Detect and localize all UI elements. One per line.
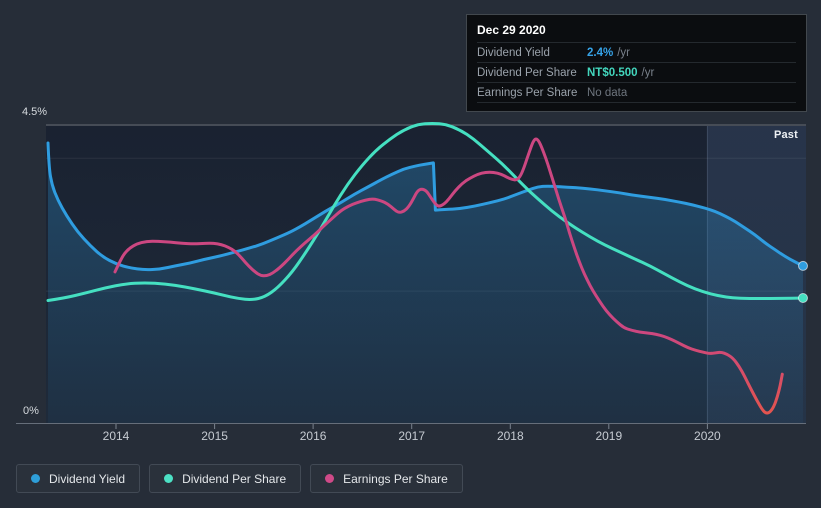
chart-legend: Dividend Yield Dividend Per Share Earnin… bbox=[16, 464, 463, 493]
dividend-yield-line bbox=[46, 141, 805, 272]
earnings-per-share-dot-icon bbox=[325, 474, 335, 483]
series-end-dots bbox=[798, 260, 808, 303]
chart-tooltip: Dec 29 2020 Dividend Yield 2.4% /yr Divi… bbox=[466, 14, 807, 112]
tooltip-value-dividend-per-share: NT$0.500 bbox=[587, 66, 638, 79]
y-axis-max-label: 4.5% bbox=[22, 106, 48, 118]
tooltip-value-earnings-per-share: No data bbox=[587, 86, 628, 99]
legend-label: Earnings Per Share bbox=[343, 471, 448, 486]
tooltip-value-suffix: /yr bbox=[641, 66, 655, 79]
legend-chip-earnings-per-share[interactable]: Earnings Per Share bbox=[310, 464, 463, 493]
series-lines bbox=[46, 121, 805, 415]
legend-chip-dividend-yield[interactable]: Dividend Yield bbox=[16, 464, 141, 493]
tooltip-row-dividend-per-share: Dividend Per Share NT$0.500 /yr bbox=[477, 62, 796, 82]
dividend-yield-dot-icon bbox=[31, 474, 40, 483]
tooltip-value-suffix: /yr bbox=[617, 46, 630, 59]
tooltip-row-earnings-per-share: Earnings Per Share No data bbox=[477, 82, 796, 103]
x-axis-label-2020: 2020 bbox=[694, 429, 721, 443]
dividend-per-share-end-dot[interactable] bbox=[798, 293, 808, 303]
x-axis-label-2018: 2018 bbox=[496, 429, 524, 443]
tooltip-label: Earnings Per Share bbox=[477, 86, 578, 99]
dividend-per-share-line bbox=[46, 121, 805, 302]
earnings-per-share-line bbox=[113, 137, 784, 415]
tooltip-value-dividend-yield: 2.4% bbox=[587, 46, 614, 59]
dividend-per-share-dot-icon bbox=[164, 474, 174, 483]
y-axis-min-label: 0% bbox=[23, 405, 39, 417]
dividend-yield-end-dot[interactable] bbox=[798, 260, 808, 271]
tooltip-row-dividend-yield: Dividend Yield 2.4% /yr bbox=[477, 42, 796, 62]
past-region-label: Past bbox=[773, 129, 798, 141]
x-axis-label-2015: 2015 bbox=[201, 429, 228, 443]
yield-area-fill bbox=[48, 143, 803, 424]
legend-label: Dividend Yield bbox=[49, 471, 126, 486]
x-axis bbox=[16, 423, 806, 429]
legend-chip-dividend-per-share[interactable]: Dividend Per Share bbox=[149, 464, 302, 493]
tooltip-label: Dividend Yield bbox=[477, 46, 550, 59]
x-axis-label-2016: 2016 bbox=[299, 429, 327, 443]
x-axis-label-2019: 2019 bbox=[595, 429, 623, 443]
legend-label: Dividend Per Share bbox=[182, 471, 287, 486]
tooltip-label: Dividend Per Share bbox=[477, 66, 577, 79]
x-axis-label-2017: 2017 bbox=[398, 429, 426, 443]
tooltip-date: Dec 29 2020 bbox=[477, 23, 546, 37]
x-axis-label-2014: 2014 bbox=[102, 429, 130, 443]
